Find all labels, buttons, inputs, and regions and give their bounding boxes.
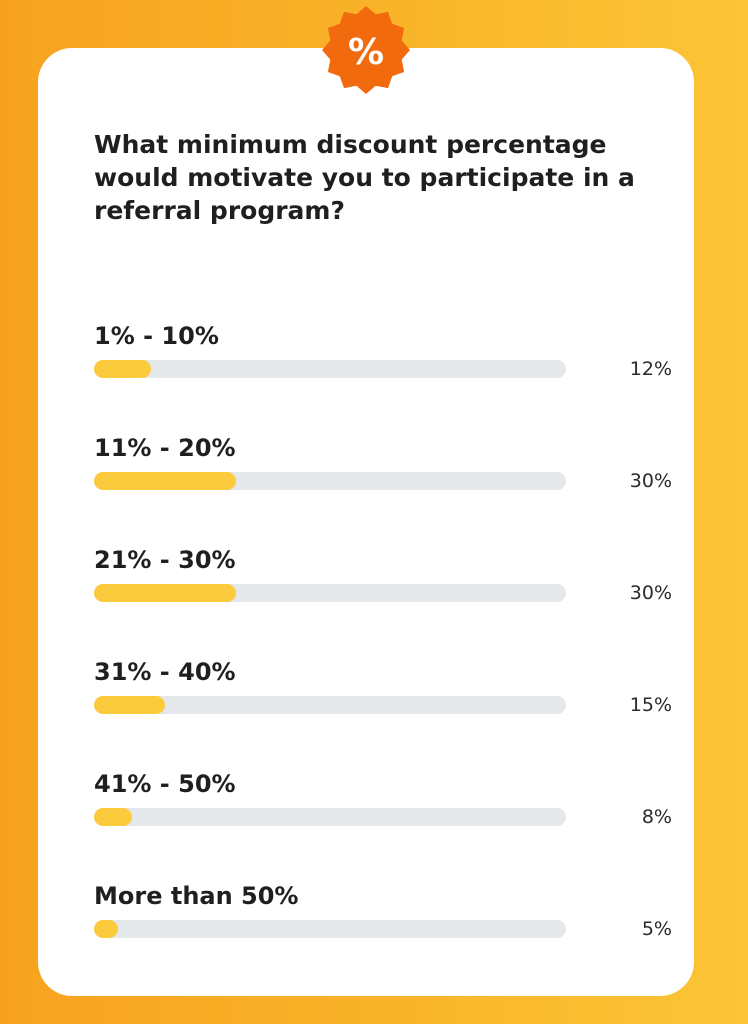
poll-option-row: More than 50% 5% xyxy=(94,882,672,962)
option-label: 31% - 40% xyxy=(94,658,236,686)
option-label: 41% - 50% xyxy=(94,770,236,798)
option-percentage: 5% xyxy=(641,918,672,940)
progress-bar xyxy=(94,808,132,826)
progress-track xyxy=(94,808,566,826)
poll-option-row: 1% - 10% 12% xyxy=(94,322,672,402)
progress-bar xyxy=(94,472,236,490)
option-label: More than 50% xyxy=(94,882,299,910)
poll-question: What minimum discount percentage would m… xyxy=(94,130,635,225)
poll-card: What minimum discount percentage would m… xyxy=(38,48,694,996)
progress-track xyxy=(94,696,566,714)
progress-track xyxy=(94,472,566,490)
poll-option-row: 21% - 30% 30% xyxy=(94,546,672,626)
option-label: 11% - 20% xyxy=(94,434,236,462)
poll-option-row: 31% - 40% 15% xyxy=(94,658,672,738)
progress-bar xyxy=(94,584,236,602)
progress-bar xyxy=(94,360,151,378)
percent-symbol: % xyxy=(348,32,384,73)
poll-option-row: 11% - 20% 30% xyxy=(94,434,672,514)
option-percentage: 8% xyxy=(641,806,672,828)
option-percentage: 15% xyxy=(629,694,672,716)
progress-track xyxy=(94,920,566,938)
poll-option-row: 41% - 50% 8% xyxy=(94,770,672,850)
option-percentage: 12% xyxy=(629,358,672,380)
percent-badge-icon: % xyxy=(320,4,412,96)
progress-track xyxy=(94,360,566,378)
option-percentage: 30% xyxy=(629,470,672,492)
option-label: 21% - 30% xyxy=(94,546,236,574)
option-percentage: 30% xyxy=(629,582,672,604)
progress-track xyxy=(94,584,566,602)
progress-bar xyxy=(94,696,165,714)
progress-bar xyxy=(94,920,118,938)
option-label: 1% - 10% xyxy=(94,322,219,350)
